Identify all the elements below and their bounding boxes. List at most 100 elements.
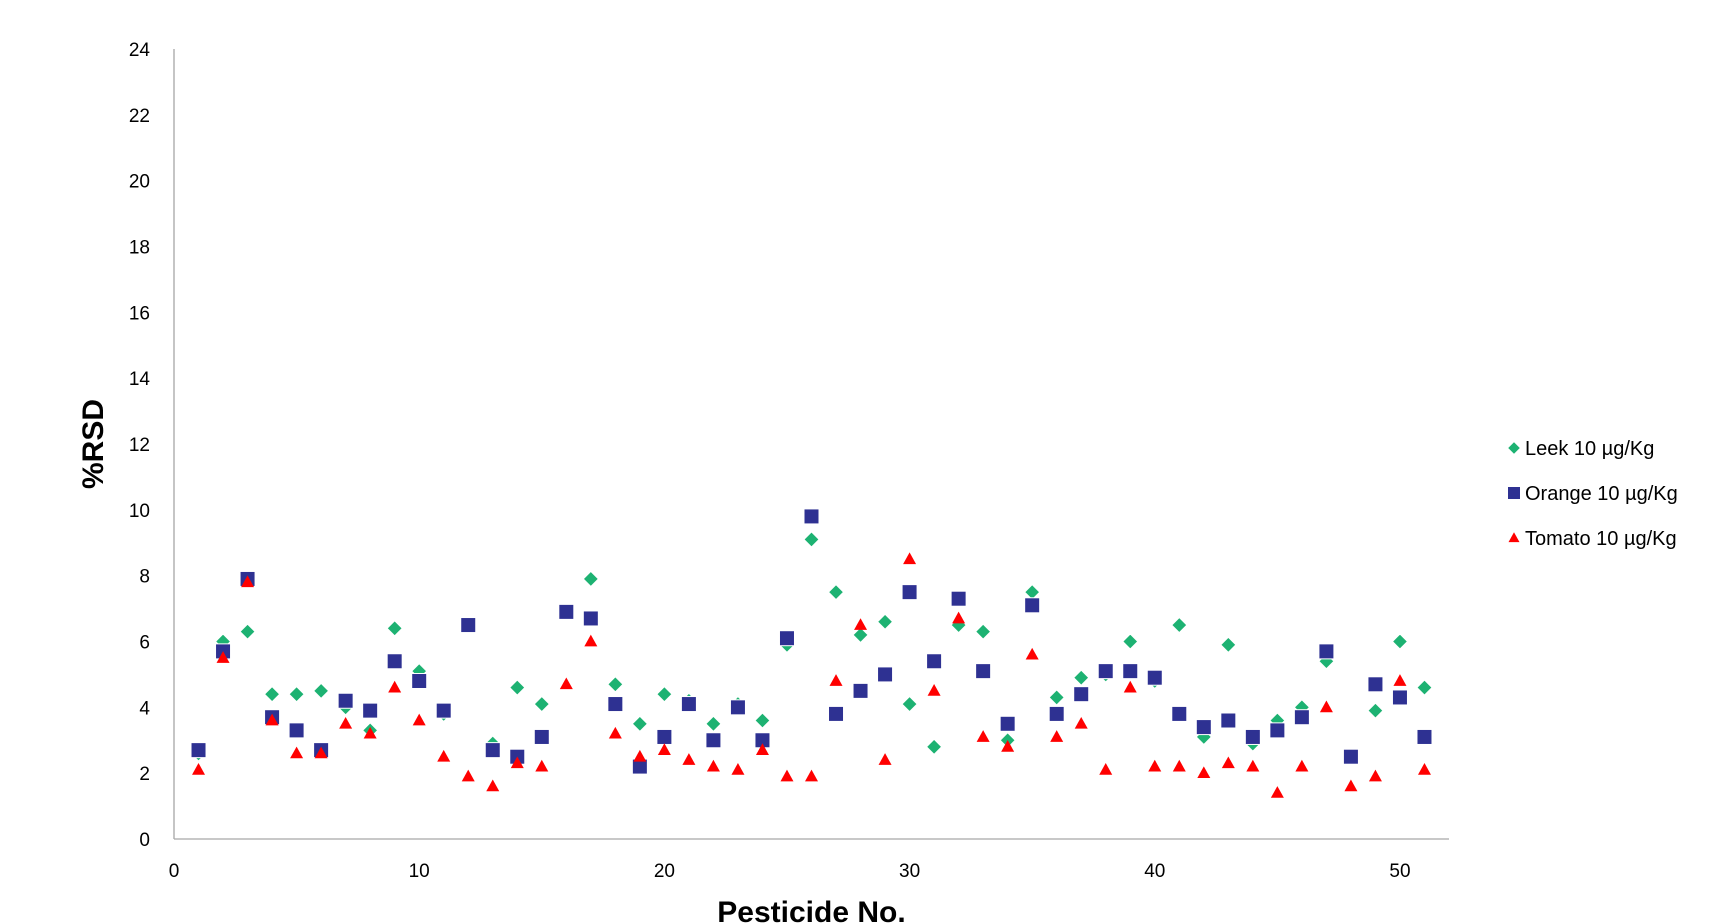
data-point-orange [1097,663,1114,680]
data-point-orange [1318,643,1335,660]
y-tick-label: 8 [139,567,150,588]
data-point-orange [975,663,992,680]
data-point-leek [1391,633,1409,650]
data-point-leek [901,695,918,713]
data-point-leek [509,679,526,696]
legend-marker-leek [1506,440,1522,456]
x-tick-label: 30 [899,861,920,882]
data-point-leek [631,715,649,732]
data-point-tomato [1319,700,1333,713]
data-point-tomato [1270,786,1284,798]
data-point-orange [1391,689,1408,706]
data-point-tomato [265,713,279,726]
y-tick-label: 16 [129,303,150,324]
data-point-orange [877,666,894,683]
data-point-tomato [1123,680,1137,693]
data-point-orange [460,617,477,634]
y-tick-label: 10 [129,501,150,522]
data-point-orange [852,682,869,699]
data-point-leek [925,738,943,756]
y-tick-label: 4 [139,698,150,719]
y-axis-title: %RSD [77,399,110,489]
legend-label-tomato: Tomato 10 µg/Kg [1525,528,1677,550]
data-point-orange [288,722,305,739]
data-point-leek [1367,702,1384,719]
data-point-tomato [1246,759,1260,772]
data-point-orange [1244,728,1261,745]
data-point-orange [1220,712,1237,729]
data-point-orange [778,630,795,647]
data-point-tomato [976,730,990,742]
data-point-tomato [241,575,255,588]
y-tick-label: 12 [129,435,150,456]
data-point-orange [950,590,967,607]
x-tick-label: 50 [1389,861,1410,882]
data-point-tomato [952,611,966,624]
data-point-orange [803,508,820,525]
data-point-orange [1416,728,1433,745]
data-point-tomato [706,759,720,772]
data-point-tomato [927,684,941,696]
legend-marker-tomato [1508,532,1520,543]
x-tick-label: 0 [169,861,180,882]
data-point-orange [1269,722,1286,739]
data-point-tomato [461,769,475,782]
y-tick-label: 24 [129,40,151,61]
data-point-leek [974,623,992,640]
data-point-tomato [1050,730,1064,742]
data-point-tomato [657,743,671,755]
data-point-tomato [535,759,549,772]
data-point-orange [1171,705,1188,722]
data-point-tomato [1393,674,1407,686]
data-point-orange [680,696,697,713]
data-point-tomato [1025,647,1039,660]
data-point-leek [312,682,330,700]
data-point-orange [582,610,599,627]
data-point-tomato [314,746,328,759]
data-point-tomato [559,677,573,690]
data-point-orange [190,742,207,759]
data-point-tomato [412,713,426,726]
data-point-tomato [192,763,206,775]
data-point-leek [754,712,771,729]
data-point-tomato [1074,716,1088,729]
data-point-orange [533,728,550,745]
y-tick-label: 20 [129,172,150,193]
data-point-tomato [755,743,769,755]
data-point-orange [999,715,1016,732]
data-point-tomato [339,716,353,729]
data-point-orange [1195,719,1212,736]
axes [173,49,1449,840]
data-point-tomato [1148,759,1162,772]
data-point-orange [926,653,943,670]
data-point-orange [1342,748,1359,765]
y-tick-label: 18 [129,238,150,259]
data-point-leek [656,685,673,703]
data-point-leek [386,620,403,637]
data-point-leek [607,676,624,693]
legend: Leek 10 µg/Kg Orange 10 µg/Kg Tomato 10 µg… [1506,438,1678,550]
data-point-tomato [1368,769,1382,782]
x-tick-label: 20 [654,861,675,882]
data-point-leek [852,626,869,644]
data-point-tomato [805,769,818,782]
data-point-orange [656,728,673,745]
data-point-tomato [608,726,622,739]
data-point-orange [386,653,403,670]
legend-marker-orange [1507,486,1521,500]
legend-label-leek: Leek 10 µg/Kg [1525,438,1654,460]
data-point-orange [411,673,428,689]
data-point-leek [533,695,550,713]
data-point-orange [705,732,722,749]
data-point-tomato [731,763,745,775]
y-tick-label: 2 [139,764,150,785]
data-point-orange [1024,597,1041,614]
data-point-orange [362,702,379,719]
data-point-orange [558,603,575,620]
x-axis-title: Pesticide No. [717,896,905,924]
data-point-tomato [1197,766,1211,779]
data-point-orange [337,692,354,709]
data-point-leek [582,570,600,588]
data-point-tomato [510,756,524,769]
data-point-tomato [437,749,451,762]
